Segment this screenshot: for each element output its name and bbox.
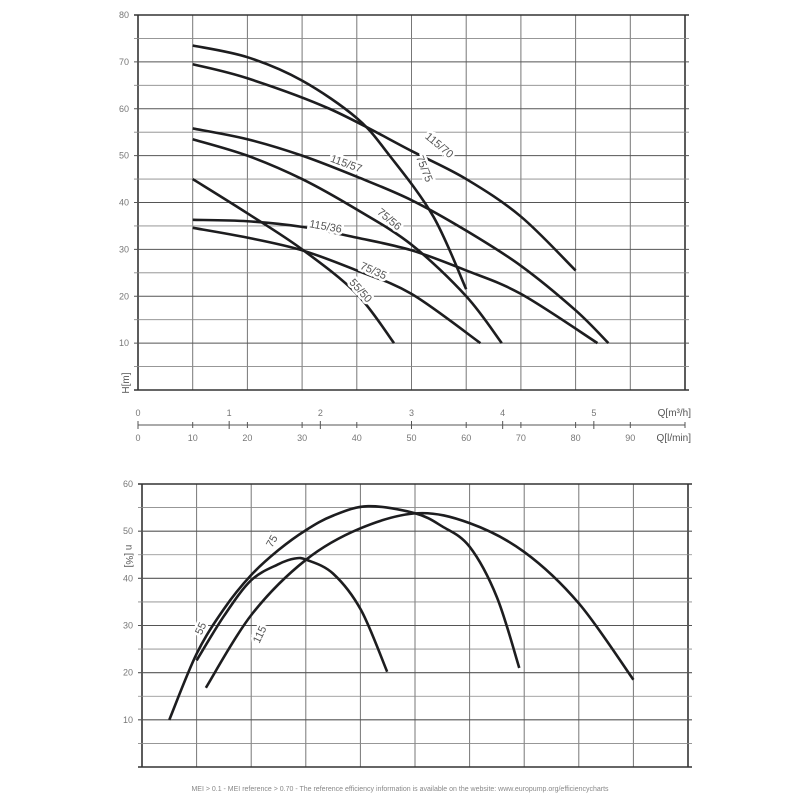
footer-note: MEI > 0.1 - MEI reference > 0.70 - The r…	[191, 786, 609, 793]
x-tick-label-lmin: 50	[406, 433, 416, 443]
y-tick-label: 70	[119, 57, 129, 67]
x-tick-label-lmin: 80	[571, 433, 581, 443]
y-tick-label: 30	[123, 621, 133, 631]
y-tick-label: 10	[123, 715, 133, 725]
y-tick-label: 80	[119, 10, 129, 20]
y-tick-label: 10	[119, 338, 129, 348]
x-tick-label-m3h: 4	[500, 408, 505, 418]
head-chart	[134, 14, 689, 391]
x-tick-label-m3h: 1	[227, 408, 232, 418]
curve-label-55-50: 55/50	[347, 277, 374, 305]
x-axis-label-m3h: Q[m³/h]	[658, 408, 692, 419]
y-tick-label: 40	[123, 573, 133, 583]
x-tick-label-lmin: 10	[188, 433, 198, 443]
curve-label-75-35: 75/35	[358, 260, 388, 282]
curve-label-115: 115	[251, 624, 269, 645]
y-tick-label: 20	[123, 668, 133, 678]
curve-75-75	[192, 44, 468, 290]
curve-115-36	[192, 218, 599, 345]
curve-55-50	[192, 177, 396, 344]
x-tick-label-lmin: 0	[135, 433, 140, 443]
x-axis-label-lmin: Q[l/min]	[657, 433, 692, 444]
x-tick-label-lmin: 20	[242, 433, 252, 443]
x-tick-label-m3h: 3	[409, 408, 414, 418]
y-axis-label-efficiency: n [%]	[123, 545, 134, 568]
y-tick-label: 60	[123, 479, 133, 489]
x-tick-label-lmin: 30	[297, 433, 307, 443]
x-tick-label-m3h: 5	[591, 408, 596, 418]
curve-75	[168, 504, 521, 721]
y-tick-label: 50	[119, 151, 129, 161]
y-tick-label: 60	[119, 104, 129, 114]
y-tick-label: 40	[119, 198, 129, 208]
curve-label-115-70: 115/70	[422, 131, 455, 161]
x-tick-label-lmin: 70	[516, 433, 526, 443]
curve-label-75: 75	[264, 533, 281, 550]
curve-115	[204, 511, 635, 689]
curve-75-56	[192, 137, 503, 344]
curve-75-35	[192, 226, 482, 345]
curve-label-115-36: 115/36	[308, 218, 342, 236]
y-tick-label: 30	[119, 244, 129, 254]
x-tick-label-m3h: 0	[135, 408, 140, 418]
curve-115-70	[192, 62, 577, 272]
x-tick-label-lmin: 90	[625, 433, 635, 443]
curve-55	[195, 556, 389, 673]
efficiency-chart	[138, 483, 692, 768]
curve-115-57	[192, 127, 610, 345]
y-tick-label: 50	[123, 526, 133, 536]
y-axis-label-head: H[m]	[121, 372, 132, 393]
x-tick-label-m3h: 2	[318, 408, 323, 418]
x-tick-label-lmin: 60	[461, 433, 471, 443]
x-tick-label-lmin: 40	[352, 433, 362, 443]
y-tick-label: 20	[119, 291, 129, 301]
